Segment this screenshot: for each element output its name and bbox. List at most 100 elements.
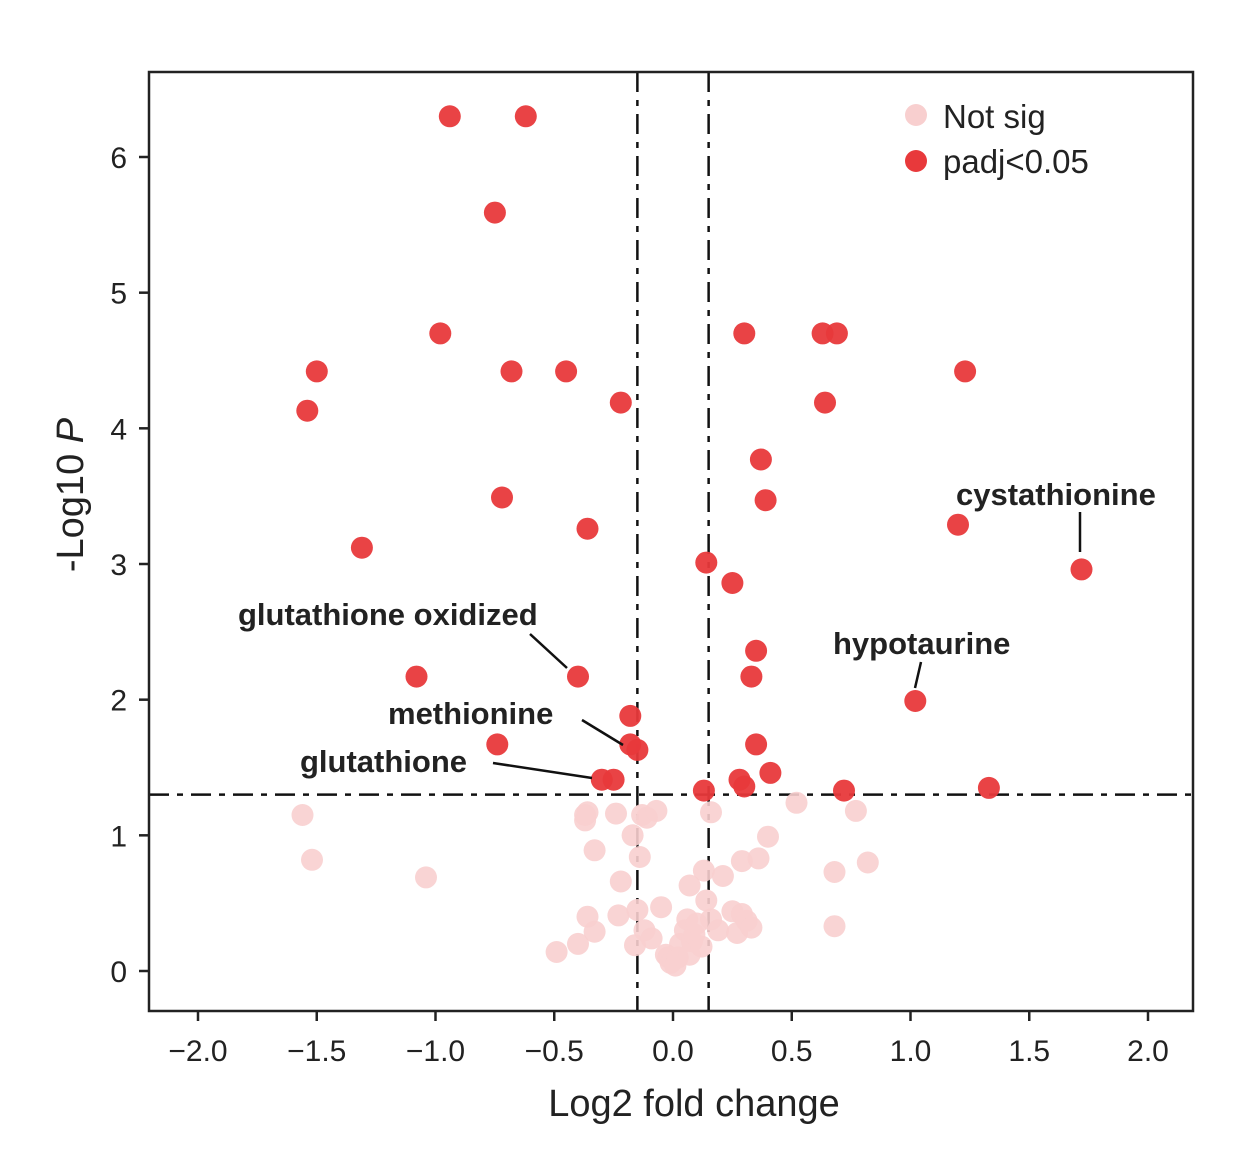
sig-point-32: [740, 665, 763, 688]
x-axis-title: Log2 fold change: [548, 1083, 840, 1125]
not-sig-point-39: [695, 889, 718, 912]
y-tick-label-0: 0: [110, 956, 127, 989]
sig-point-39: [833, 779, 855, 802]
annotation-glutathione: glutathione: [300, 744, 467, 779]
x-tick-label-3: −0.5: [525, 1035, 584, 1068]
not-sig-point-55: [823, 915, 846, 938]
not-sig-point-20: [626, 899, 649, 921]
not-sig-point-50: [747, 847, 770, 870]
y-axis-title-prefix: -Log10: [50, 443, 92, 572]
sig-point-8: [609, 391, 632, 414]
annotation-hypotaurine: hypotaurine: [833, 626, 1010, 661]
sig-point-34: [745, 733, 768, 756]
sig-point-28: [1070, 558, 1093, 581]
sig-point-29: [695, 551, 718, 574]
sig-point-9: [491, 486, 513, 509]
sig-point-31: [745, 639, 768, 662]
sig-point-25: [749, 448, 772, 471]
sig-point-17: [486, 733, 509, 756]
x-tick-label-4: 0.0: [652, 1035, 694, 1068]
not-sig-point-14: [545, 941, 568, 963]
not-sig-point-57: [856, 851, 879, 874]
not-sig-point-7: [605, 802, 627, 825]
sig-point-10: [576, 517, 599, 540]
sig-point-0: [438, 105, 461, 128]
not-sig-point-2: [415, 866, 437, 889]
not-sig-point-13: [645, 799, 668, 822]
x-tick-label-1: −1.5: [287, 1035, 346, 1068]
not-sig-point-41: [707, 919, 730, 942]
y-axis-title-italic: P: [50, 417, 92, 443]
not-sig-point-49: [730, 850, 753, 873]
sig-point-38: [692, 779, 715, 802]
not-sig-point-38: [692, 859, 715, 882]
not-sig-point-51: [757, 825, 779, 848]
x-tick-label-6: 1.0: [890, 1035, 932, 1068]
y-tick-label-6: 6: [110, 142, 127, 175]
x-axis-ticks: −2.0 −1.5 −1.0 −0.5 0.0 0.5 1.0 1.5 2.0: [168, 1011, 1169, 1068]
not-sig-point-23: [650, 896, 673, 919]
sig-point-24: [814, 391, 836, 414]
y-tick-label-4: 4: [110, 413, 127, 446]
not-sig-point-42: [711, 865, 734, 887]
sig-point-4: [305, 360, 328, 383]
threshold-lines: [149, 72, 1193, 1011]
x-tick-label-8: 2.0: [1127, 1035, 1169, 1068]
leader-glutathione-oxidized: [529, 633, 568, 669]
not-sig-point-6: [583, 839, 606, 862]
x-tick-label-2: −1.0: [406, 1035, 465, 1068]
sig-point-33: [904, 690, 927, 712]
not-sig-point-9: [621, 824, 644, 847]
sig-point-12: [405, 665, 428, 688]
sig-points: [296, 105, 1093, 802]
sig-point-14: [619, 704, 642, 727]
sig-point-16: [626, 738, 649, 761]
sig-point-11: [350, 536, 373, 559]
y-tick-label-3: 3: [110, 549, 127, 582]
x-tick-label-5: 0.5: [771, 1035, 813, 1068]
y-axis-title: -Log10 P: [50, 417, 92, 572]
sig-point-2: [483, 201, 506, 224]
not-sig-point-17: [583, 920, 606, 943]
not-sig-point-8: [609, 870, 632, 893]
y-axis-ticks: 0 1 2 3 4 5 6: [110, 142, 149, 989]
not-sig-point-53: [785, 791, 808, 814]
leader-hypotaurine: [913, 661, 923, 689]
sig-point-1: [514, 105, 537, 128]
sig-point-19: [602, 768, 625, 791]
y-tick-label-5: 5: [110, 278, 127, 311]
not-sig-point-56: [844, 799, 867, 822]
x-tick-label-7: 1.5: [1008, 1035, 1050, 1068]
legend-label-not-sig: Not sig: [943, 98, 1046, 135]
legend-label-sig: padj<0.05: [943, 143, 1089, 180]
sig-point-5: [296, 399, 319, 422]
annotation-methionine: methionine: [388, 696, 553, 731]
x-tick-label-0: −2.0: [168, 1035, 227, 1068]
not-sig-point-22: [640, 927, 663, 950]
not-sig-point-15: [567, 932, 589, 955]
legend-marker-not-sig: [905, 104, 927, 126]
not-sig-point-37: [690, 935, 713, 958]
annotation-cystathionine: cystathionine: [956, 477, 1156, 512]
sig-point-23: [954, 360, 977, 383]
annotations: cystathionine hypotaurine glutathione ox…: [238, 477, 1156, 780]
not-sig-point-10: [628, 846, 651, 868]
annotation-glutathione-oxidized: glutathione oxidized: [238, 597, 538, 632]
sig-point-6: [500, 360, 523, 383]
sig-point-26: [754, 489, 777, 512]
sig-point-30: [721, 572, 744, 594]
not-sig-point-48: [678, 874, 701, 897]
legend-marker-sig: [905, 150, 927, 172]
sig-point-40: [977, 776, 1000, 799]
not-sig-point-54: [823, 861, 846, 883]
leader-glutathione: [492, 761, 593, 780]
plot-frame: [147, 70, 1195, 1013]
not-sig-point-52: [700, 801, 722, 824]
not-sig-point-1: [301, 848, 323, 871]
not-sig-point-47: [740, 916, 763, 939]
y-tick-label-2: 2: [110, 685, 127, 718]
sig-point-3: [429, 322, 452, 345]
sig-point-7: [555, 360, 578, 383]
sig-point-22: [825, 322, 848, 345]
not-sig-point-18: [607, 904, 630, 927]
